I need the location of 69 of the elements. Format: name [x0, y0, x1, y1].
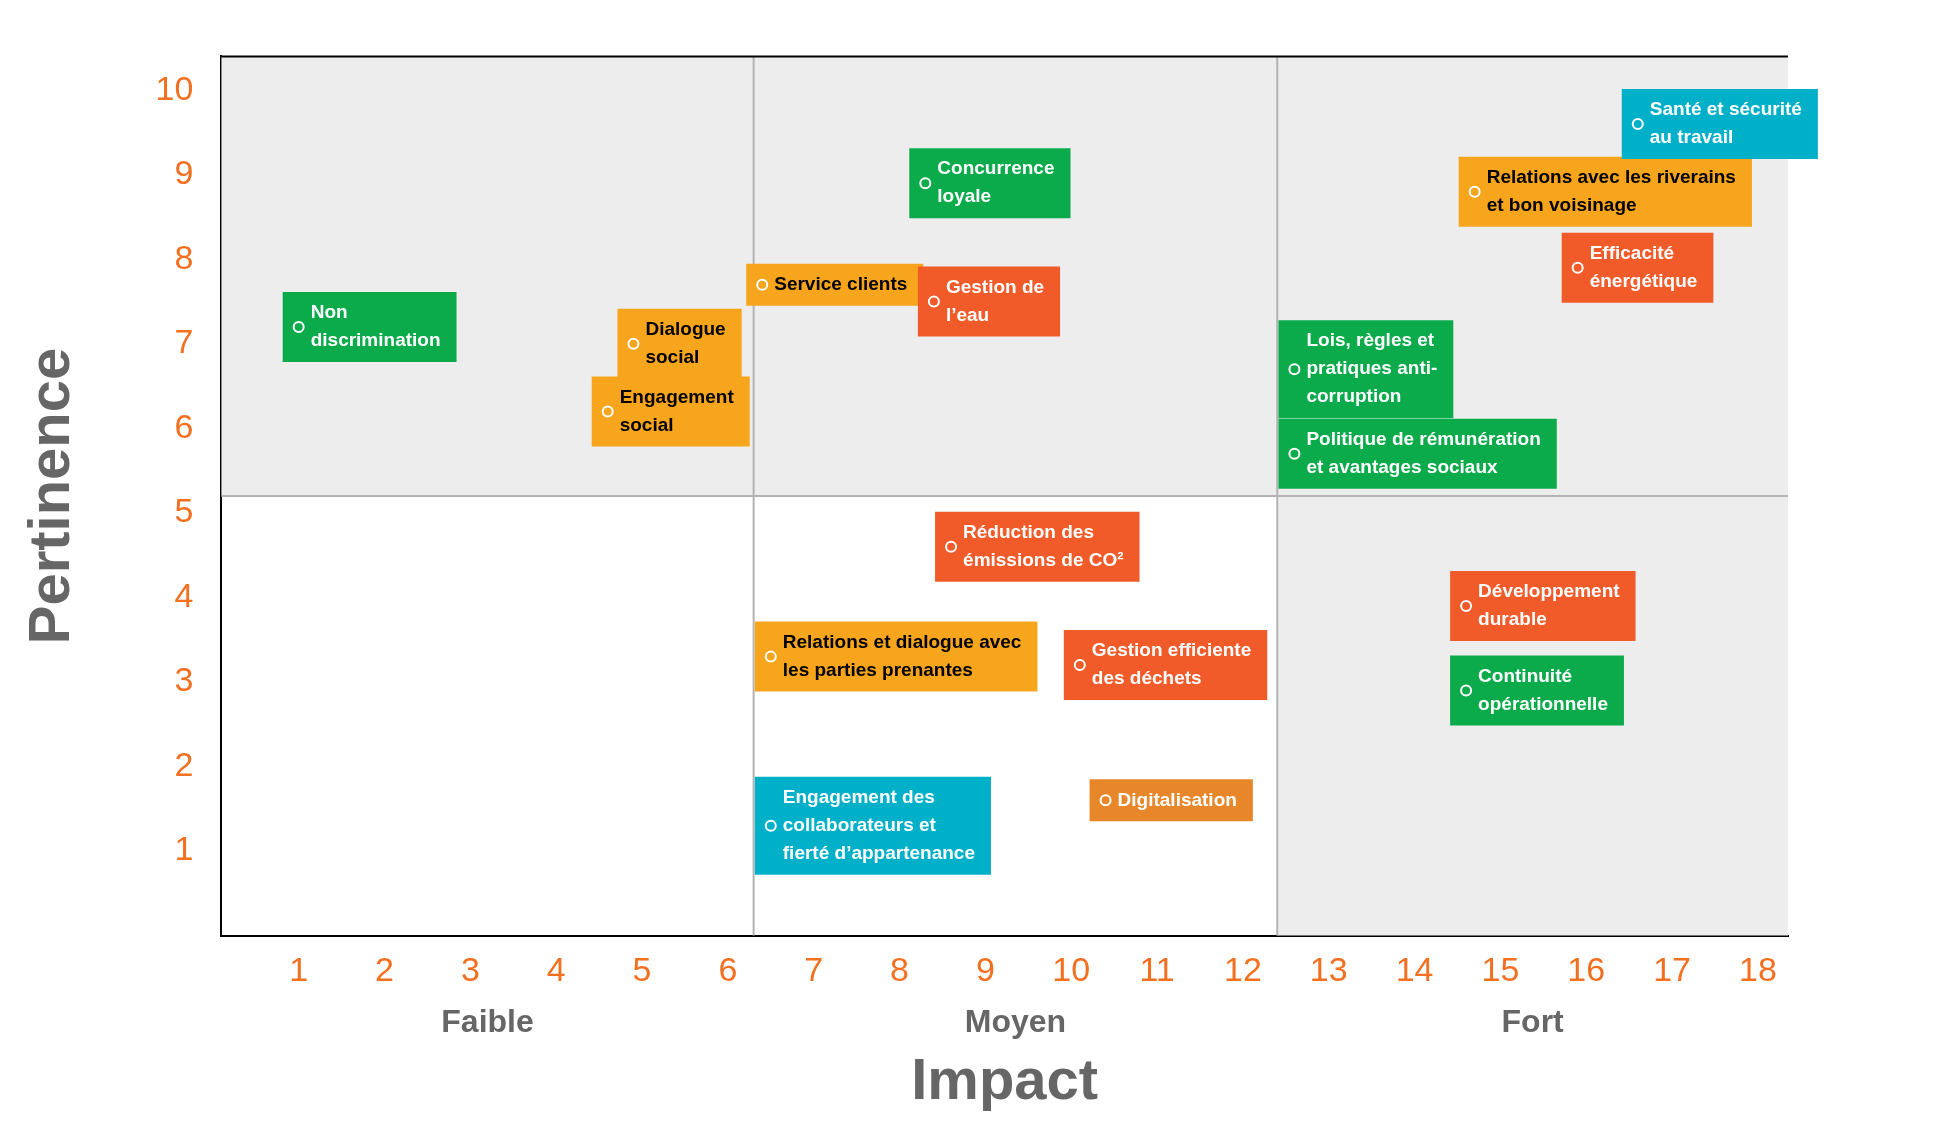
- data-label: Santé et sécurité au travail: [1649, 98, 1802, 148]
- y-tick-label: 6: [174, 406, 194, 445]
- x-tick-label: 11: [1139, 950, 1175, 989]
- point: [627, 337, 640, 350]
- y-tick-label: 1: [174, 829, 194, 868]
- data-label: Lois, règles et pratiques anti- corruption: [1306, 329, 1438, 407]
- point: [945, 540, 958, 553]
- point: [1460, 684, 1473, 697]
- y-tick-label: 3: [174, 660, 194, 699]
- y-axis-title: Pertinence: [15, 347, 81, 645]
- text: Faible: [441, 1003, 534, 1040]
- x-tick-label: 9: [975, 950, 995, 989]
- data-label: Digitalisation: [1117, 788, 1237, 810]
- data-label: Engagement des collaborateurs et fierté d’appartenance: [782, 785, 975, 863]
- x-tick-label: 1: [289, 950, 309, 989]
- y-tick-label: 9: [174, 153, 194, 192]
- x-tick-label: 6: [718, 950, 738, 989]
- point: [1631, 118, 1644, 131]
- data-label: Dialogue social: [645, 318, 726, 368]
- x-tick-label: 5: [632, 950, 652, 989]
- data-label: Réduction des émissions de CO²: [963, 520, 1124, 570]
- point: [927, 295, 940, 308]
- x-tick-label: 16: [1567, 950, 1606, 989]
- point: [601, 405, 614, 418]
- data-label: Continuité opérationnelle: [1478, 664, 1608, 714]
- x-tick-label: 17: [1653, 950, 1692, 989]
- data-label: Efficacité énergétique: [1589, 241, 1698, 291]
- point: [1460, 599, 1473, 612]
- point: [764, 819, 777, 832]
- point: [1288, 363, 1301, 376]
- data-label: Développement durable: [1478, 580, 1621, 630]
- x-tick-label: 13: [1309, 950, 1348, 989]
- data-label: Engagement social: [619, 385, 735, 435]
- point: [1288, 447, 1301, 460]
- x-tick-label: 18: [1739, 950, 1777, 989]
- x-tick-label: 4: [546, 950, 566, 989]
- data-label: Service clients: [774, 272, 908, 294]
- point: [764, 650, 777, 663]
- point: [1468, 185, 1481, 198]
- data-label: Concurrence loyale: [937, 157, 1055, 207]
- y-tick-label: 5: [174, 491, 194, 530]
- text: Moyen: [964, 1003, 1067, 1040]
- data-label: Relations avec les riverains et bon voisinage: [1486, 165, 1736, 215]
- y-tick-label: 10: [155, 68, 194, 107]
- point: [292, 320, 305, 333]
- data-label: Gestion de l’eau: [945, 275, 1045, 325]
- x-tick-label: 15: [1481, 950, 1520, 989]
- point: [919, 177, 932, 190]
- point: [1571, 261, 1584, 274]
- x-tick-label: 10: [1052, 950, 1091, 989]
- x-tick-label: 12: [1224, 950, 1262, 989]
- x-tick-label: 7: [804, 950, 824, 989]
- point: [1073, 659, 1086, 672]
- y-tick-label: 2: [174, 744, 194, 783]
- x-tick-label: 3: [460, 950, 480, 989]
- data-label: Non discrimination: [310, 301, 441, 351]
- data-label: Politique de rémunération et avantages sociaux: [1306, 427, 1541, 477]
- data-label: Gestion efficiente des déchets: [1091, 639, 1252, 689]
- y-tick-label: 7: [174, 322, 194, 361]
- point: [1099, 794, 1112, 807]
- y-tick-label: 8: [174, 237, 194, 276]
- x-axis-title: Impact: [911, 1046, 1099, 1112]
- y-tick-label: 4: [174, 575, 194, 614]
- point: [756, 278, 769, 291]
- data-label: Relations et dialogue avec les parties prenantes: [782, 630, 1022, 680]
- text: Fort: [1501, 1003, 1565, 1040]
- x-tick-label: 14: [1395, 950, 1434, 989]
- x-tick-label: 8: [890, 950, 910, 989]
- x-tick-label: 2: [375, 950, 394, 989]
